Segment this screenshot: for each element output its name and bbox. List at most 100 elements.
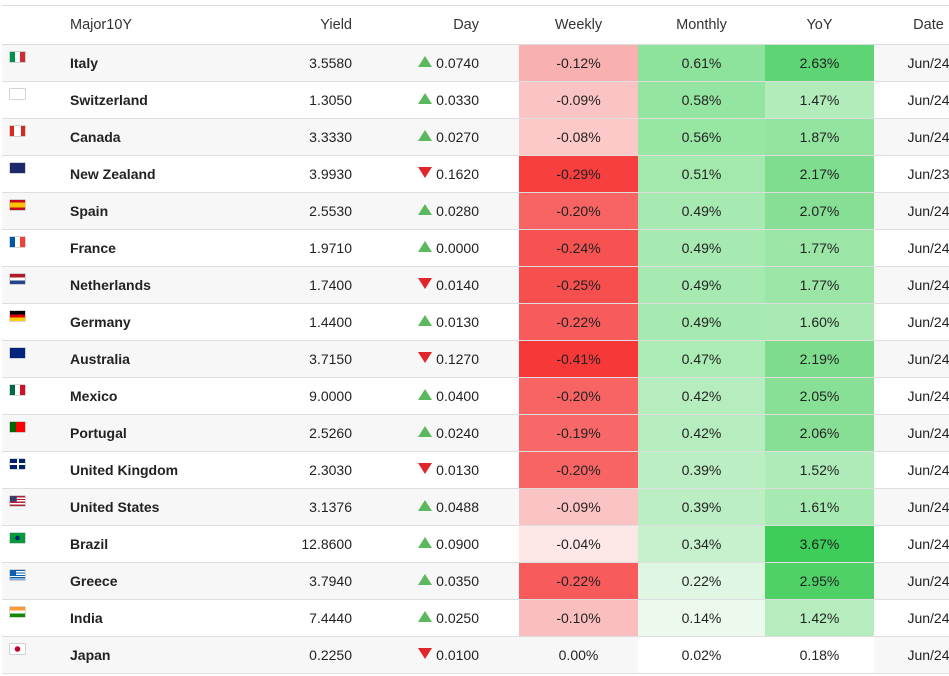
country-name[interactable]: Canada	[64, 118, 241, 156]
triangle-up-icon	[418, 500, 433, 511]
date-value: Jun/24	[874, 377, 949, 415]
triangle-down-icon	[418, 648, 433, 659]
yoy-change: 3.67%	[765, 525, 874, 563]
table-row[interactable]: Netherlands 1.7400 0.0140 -0.25% 0.49% 1…	[2, 266, 949, 304]
mx-flag-icon	[10, 385, 25, 395]
nl-flag-icon	[10, 274, 25, 284]
yoy-change: 1.87%	[765, 118, 874, 156]
country-name[interactable]: Spain	[64, 192, 241, 230]
table-row[interactable]: Switzerland 1.3050 0.0330 -0.09% 0.58% 1…	[2, 81, 949, 119]
table-header-row: Major10Y Yield Day Weekly Monthly YoY Da…	[2, 5, 949, 45]
country-name[interactable]: Portugal	[64, 414, 241, 452]
triangle-down-icon	[418, 463, 433, 474]
weekly-change: -0.19%	[519, 414, 638, 452]
country-name[interactable]: Italy	[64, 44, 241, 82]
flag-cell	[2, 636, 64, 674]
country-name[interactable]: New Zealand	[64, 155, 241, 193]
yoy-change: 0.18%	[765, 636, 874, 674]
country-name[interactable]: Mexico	[64, 377, 241, 415]
weekly-change: -0.25%	[519, 266, 638, 304]
weekly-change: -0.20%	[519, 451, 638, 489]
weekly-change: -0.04%	[519, 525, 638, 563]
country-name[interactable]: India	[64, 599, 241, 637]
table-row[interactable]: Mexico 9.0000 0.0400 -0.20% 0.42% 2.05% …	[2, 377, 949, 415]
triangle-up-icon	[418, 611, 433, 622]
date-value: Jun/24	[874, 562, 949, 600]
table-row[interactable]: India 7.4440 0.0250 -0.10% 0.14% 1.42% J…	[2, 599, 949, 637]
table-row[interactable]: Japan 0.2250 0.0100 0.00% 0.02% 0.18% Ju…	[2, 636, 949, 674]
date-value: Jun/24	[874, 192, 949, 230]
table-row[interactable]: Greece 3.7940 0.0350 -0.22% 0.22% 2.95% …	[2, 562, 949, 600]
table-row[interactable]: Italy 3.5580 0.0740 -0.12% 0.61% 2.63% J…	[2, 44, 949, 82]
country-name[interactable]: Switzerland	[64, 81, 241, 119]
monthly-change: 0.49%	[638, 229, 765, 267]
table-row[interactable]: United States 3.1376 0.0488 -0.09% 0.39%…	[2, 488, 949, 526]
day-change-value: 0.0740	[436, 55, 479, 71]
table-row[interactable]: United Kingdom 2.3030 0.0130 -0.20% 0.39…	[2, 451, 949, 489]
table-row[interactable]: Brazil 12.8600 0.0900 -0.04% 0.34% 3.67%…	[2, 525, 949, 563]
day-change-value: 0.0240	[436, 425, 479, 441]
day-change-value: 0.1620	[436, 166, 479, 182]
date-value: Jun/24	[874, 303, 949, 341]
table-row[interactable]: Germany 1.4400 0.0130 -0.22% 0.49% 1.60%…	[2, 303, 949, 341]
flag-cell	[2, 118, 64, 156]
jp-flag-icon	[10, 644, 25, 654]
yield-value: 3.7940	[241, 562, 360, 600]
header-weekly[interactable]: Weekly	[519, 5, 638, 45]
table-row[interactable]: Spain 2.5530 0.0280 -0.20% 0.49% 2.07% J…	[2, 192, 949, 230]
triangle-up-icon	[418, 56, 433, 67]
country-name[interactable]: Japan	[64, 636, 241, 674]
weekly-change: -0.41%	[519, 340, 638, 378]
weekly-change: -0.10%	[519, 599, 638, 637]
date-value: Jun/24	[874, 414, 949, 452]
header-date[interactable]: Date	[874, 5, 949, 45]
in-flag-icon	[10, 607, 25, 617]
country-name[interactable]: Australia	[64, 340, 241, 378]
yield-value: 12.8600	[241, 525, 360, 563]
table-row[interactable]: Australia 3.7150 0.1270 -0.41% 0.47% 2.1…	[2, 340, 949, 378]
table-row[interactable]: New Zealand 3.9930 0.1620 -0.29% 0.51% 2…	[2, 155, 949, 193]
country-name[interactable]: United Kingdom	[64, 451, 241, 489]
monthly-change: 0.02%	[638, 636, 765, 674]
date-value: Jun/24	[874, 81, 949, 119]
weekly-change: -0.20%	[519, 192, 638, 230]
header-yoy[interactable]: YoY	[765, 5, 874, 45]
yield-value: 1.4400	[241, 303, 360, 341]
table-row[interactable]: Canada 3.3330 0.0270 -0.08% 0.56% 1.87% …	[2, 118, 949, 156]
header-major10y[interactable]: Major10Y	[64, 5, 241, 45]
table-body: Italy 3.5580 0.0740 -0.12% 0.61% 2.63% J…	[2, 44, 949, 674]
bond-yields-table-container: Major10Y Yield Day Weekly Monthly YoY Da…	[2, 5, 949, 674]
monthly-change: 0.34%	[638, 525, 765, 563]
country-name[interactable]: Brazil	[64, 525, 241, 563]
day-change-value: 0.0250	[436, 610, 479, 626]
major-10y-bond-table: Major10Y Yield Day Weekly Monthly YoY Da…	[2, 5, 949, 674]
header-monthly[interactable]: Monthly	[638, 5, 765, 45]
flag-cell	[2, 340, 64, 378]
date-value: Jun/24	[874, 525, 949, 563]
yoy-change: 2.17%	[765, 155, 874, 193]
table-row[interactable]: Portugal 2.5260 0.0240 -0.19% 0.42% 2.06…	[2, 414, 949, 452]
monthly-change: 0.49%	[638, 266, 765, 304]
flag-cell	[2, 377, 64, 415]
day-change-cell: 0.0140	[360, 266, 519, 304]
br-flag-icon	[10, 533, 25, 543]
date-value: Jun/24	[874, 451, 949, 489]
triangle-down-icon	[418, 167, 433, 178]
country-name[interactable]: France	[64, 229, 241, 267]
flag-cell	[2, 488, 64, 526]
table-row[interactable]: France 1.9710 0.0000 -0.24% 0.49% 1.77% …	[2, 229, 949, 267]
country-name[interactable]: Greece	[64, 562, 241, 600]
day-change-cell: 0.0000	[360, 229, 519, 267]
yield-value: 7.4440	[241, 599, 360, 637]
day-change-cell: 0.0100	[360, 636, 519, 674]
header-day[interactable]: Day	[360, 5, 519, 45]
date-value: Jun/24	[874, 118, 949, 156]
country-name[interactable]: United States	[64, 488, 241, 526]
flag-cell	[2, 155, 64, 193]
day-change-cell: 0.0400	[360, 377, 519, 415]
country-name[interactable]: Germany	[64, 303, 241, 341]
day-change-cell: 0.0280	[360, 192, 519, 230]
country-name[interactable]: Netherlands	[64, 266, 241, 304]
header-yield[interactable]: Yield	[241, 5, 360, 45]
flag-cell	[2, 81, 64, 119]
